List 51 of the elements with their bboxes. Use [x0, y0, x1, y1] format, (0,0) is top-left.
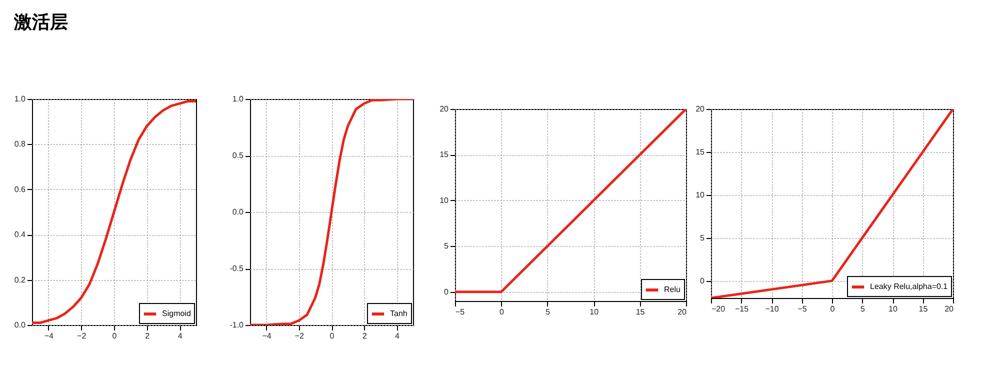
legend-label: Leaky Relu,alpha=0.1: [870, 282, 948, 291]
x-tick-label: 0: [112, 332, 118, 340]
x-tick-label: −4: [44, 332, 54, 340]
x-tick-label: 10: [590, 308, 600, 316]
y-tick-label: 10: [440, 196, 450, 205]
x-tick-label: −4: [262, 332, 272, 340]
x-tick-label: −5: [798, 304, 808, 314]
y-tick-label: 10: [696, 190, 706, 200]
y-tick-label: 0.0: [232, 208, 244, 216]
y-tick-label: -0.5: [230, 264, 244, 273]
chart-title: 激活层: [14, 11, 68, 34]
x-tick-label: 20: [678, 308, 688, 316]
x-tick-label: −5: [456, 308, 466, 316]
y-tick-label: 0: [700, 276, 706, 286]
y-tick-label: 5: [700, 233, 706, 242]
x-tick-label: −2: [294, 332, 305, 340]
x-tick-label: 0: [330, 332, 335, 340]
legend-label: Tanh: [390, 309, 408, 318]
y-tick-label: 15: [440, 150, 450, 160]
y-tick-label: 1.0: [232, 94, 244, 104]
y-tick-label: 1.0: [14, 94, 26, 104]
x-tick-label: 2: [362, 332, 368, 340]
x-tick-label: 20: [944, 304, 954, 314]
x-tick-label: 0: [499, 308, 504, 316]
y-tick-label: 0: [444, 287, 450, 296]
legend-label: Sigmoid: [162, 309, 191, 318]
y-tick-label: 0.8: [14, 140, 26, 149]
y-tick-label: -1.0: [230, 320, 244, 330]
x-tick-label: −2: [77, 332, 87, 340]
y-tick-label: 15: [696, 147, 706, 156]
y-tick-label: 0.5: [232, 151, 244, 160]
y-tick-label: 0.2: [14, 275, 26, 284]
x-tick-label: 15: [918, 304, 928, 314]
x-tick-label: 15: [636, 308, 646, 316]
x-tick-label: 4: [394, 332, 400, 340]
y-tick-label: 20: [440, 104, 450, 114]
y-tick-label: 0.6: [14, 184, 26, 194]
y-tick-label: 0.4: [14, 230, 26, 240]
x-tick-label: 4: [178, 332, 183, 340]
y-tick-label: 20: [696, 104, 706, 114]
x-tick-label: −15: [734, 304, 750, 314]
legend-label: Relu: [664, 285, 680, 294]
x-tick-label: 2: [145, 332, 150, 340]
x-tick-label: 0: [830, 304, 836, 314]
y-tick-label: 5: [444, 242, 450, 251]
x-tick-label: −20: [712, 304, 726, 314]
x-tick-label: 5: [860, 304, 866, 314]
x-tick-label: 5: [546, 308, 551, 316]
x-tick-label: 10: [888, 304, 898, 314]
x-tick-label: −10: [765, 304, 780, 314]
y-tick-label: 0.0: [14, 320, 26, 330]
